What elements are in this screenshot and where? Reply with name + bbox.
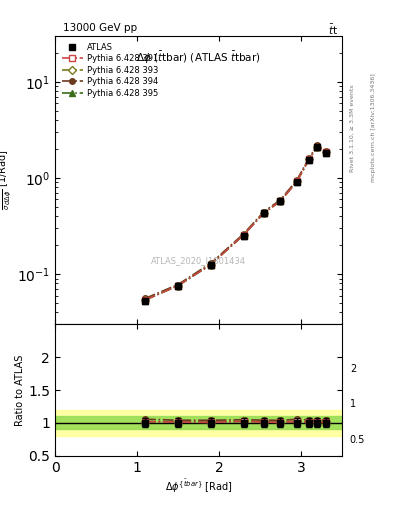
Y-axis label: $\frac{1}{\sigma}\frac{d\sigma^{id}}{d\Delta\phi}$ [1/Rad]: $\frac{1}{\sigma}\frac{d\sigma^{id}}{d\D… <box>0 150 14 210</box>
Text: 2: 2 <box>350 364 356 374</box>
Text: 0.5: 0.5 <box>350 435 365 445</box>
Legend: ATLAS, Pythia 6.428 391, Pythia 6.428 393, Pythia 6.428 394, Pythia 6.428 395: ATLAS, Pythia 6.428 391, Pythia 6.428 39… <box>59 40 161 100</box>
Text: ATLAS_2020_I1801434: ATLAS_2020_I1801434 <box>151 257 246 266</box>
Bar <box>55 410 342 436</box>
Text: $\bar{t}$t: $\bar{t}$t <box>328 23 338 37</box>
Text: 13000 GeV pp: 13000 GeV pp <box>63 23 137 33</box>
Text: $\Delta\phi$ ($\bar{t}$tbar) (ATLAS $\bar{t}$tbar): $\Delta\phi$ ($\bar{t}$tbar) (ATLAS $\ba… <box>136 50 261 67</box>
Text: Rivet 3.1.10, ≥ 3.3M events: Rivet 3.1.10, ≥ 3.3M events <box>350 84 355 172</box>
Y-axis label: Ratio to ATLAS: Ratio to ATLAS <box>15 354 26 426</box>
Bar <box>55 416 342 430</box>
Text: mcplots.cern.ch [arXiv:1306.3436]: mcplots.cern.ch [arXiv:1306.3436] <box>371 74 376 182</box>
X-axis label: $\Delta\phi^{\{\bar{t}bar\}}$ [Rad]: $\Delta\phi^{\{\bar{t}bar\}}$ [Rad] <box>165 477 232 495</box>
Text: 1: 1 <box>350 399 356 410</box>
